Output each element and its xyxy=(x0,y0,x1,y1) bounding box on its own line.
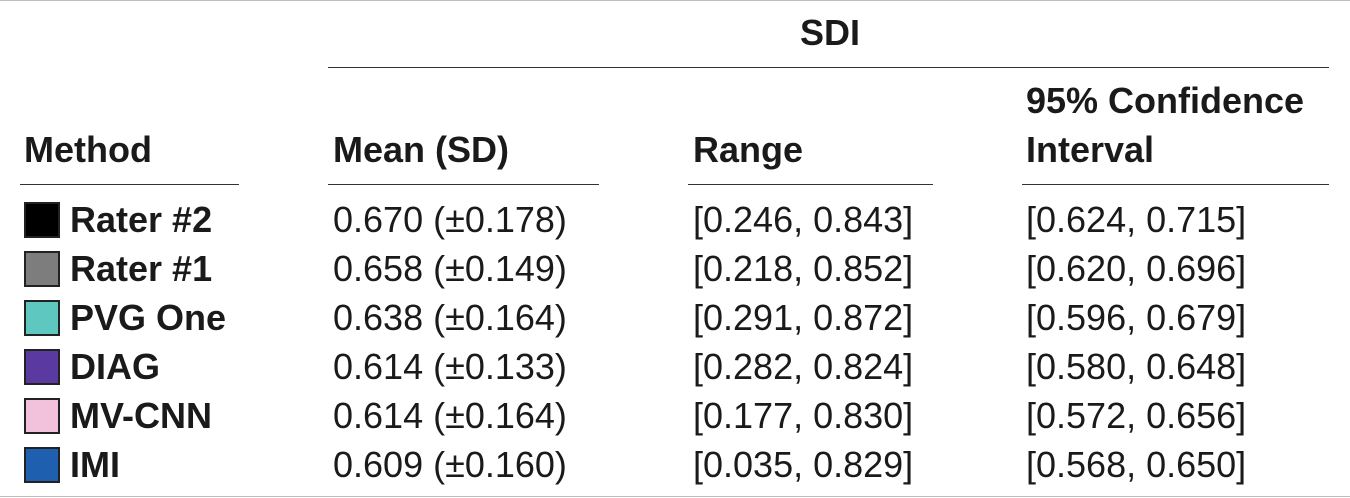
method-header-rule xyxy=(20,184,239,185)
mean-header-rule xyxy=(328,184,599,185)
group-header-rule xyxy=(328,67,1329,68)
method-label: Rater #2 xyxy=(70,199,213,240)
column-header-mean: Mean (SD) xyxy=(333,129,510,170)
ci-header-rule xyxy=(1022,184,1329,185)
range-value: [0.218, 0.852] xyxy=(693,248,914,289)
legend-swatch-diag xyxy=(24,348,60,385)
column-header-ci-line1: 95% Confidence xyxy=(1026,80,1305,121)
method-label: DIAG xyxy=(70,346,160,387)
method-label: Rater #1 xyxy=(70,248,213,289)
table-bottom-border xyxy=(0,496,1350,497)
column-header-method: Method xyxy=(24,129,152,170)
table-row-method: MV-CNN xyxy=(24,391,212,440)
table-row-method: IMI xyxy=(24,440,120,489)
mean-value: 0.609 (±0.160) xyxy=(333,444,567,485)
legend-swatch-rater2 xyxy=(24,201,60,238)
group-header-sdi: SDI xyxy=(800,12,861,53)
legend-swatch-pvg-one xyxy=(24,299,60,336)
mean-value: 0.658 (±0.149) xyxy=(333,248,567,289)
range-value: [0.291, 0.872] xyxy=(693,297,914,338)
ci-value: [0.624, 0.715] xyxy=(1026,199,1247,240)
legend-swatch-mv-cnn xyxy=(24,397,60,434)
method-label: PVG One xyxy=(70,297,227,338)
table-row-method: Rater #1 xyxy=(24,244,212,293)
method-label: MV-CNN xyxy=(70,395,212,436)
mean-value: 0.614 (±0.164) xyxy=(333,395,567,436)
ci-value: [0.596, 0.679] xyxy=(1026,297,1247,338)
mean-value: 0.670 (±0.178) xyxy=(333,199,567,240)
ci-value: [0.620, 0.696] xyxy=(1026,248,1247,289)
table-top-border xyxy=(0,0,1350,1)
table-row-method: DIAG xyxy=(24,342,160,391)
ci-value: [0.580, 0.648] xyxy=(1026,346,1247,387)
range-value: [0.246, 0.843] xyxy=(693,199,914,240)
range-value: [0.282, 0.824] xyxy=(693,346,914,387)
mean-value: 0.638 (±0.164) xyxy=(333,297,567,338)
range-header-rule xyxy=(688,184,933,185)
method-label: IMI xyxy=(70,444,120,485)
mean-value: 0.614 (±0.133) xyxy=(333,346,567,387)
ci-value: [0.572, 0.656] xyxy=(1026,395,1247,436)
ci-value: [0.568, 0.650] xyxy=(1026,444,1247,485)
legend-swatch-rater1 xyxy=(24,250,60,287)
range-value: [0.177, 0.830] xyxy=(693,395,914,436)
column-header-ci-line2: Interval xyxy=(1026,129,1155,170)
table-row-method: PVG One xyxy=(24,293,226,342)
legend-swatch-imi xyxy=(24,446,60,483)
table-row-method: Rater #2 xyxy=(24,195,212,244)
range-value: [0.035, 0.829] xyxy=(693,444,914,485)
column-header-range: Range xyxy=(693,129,804,170)
